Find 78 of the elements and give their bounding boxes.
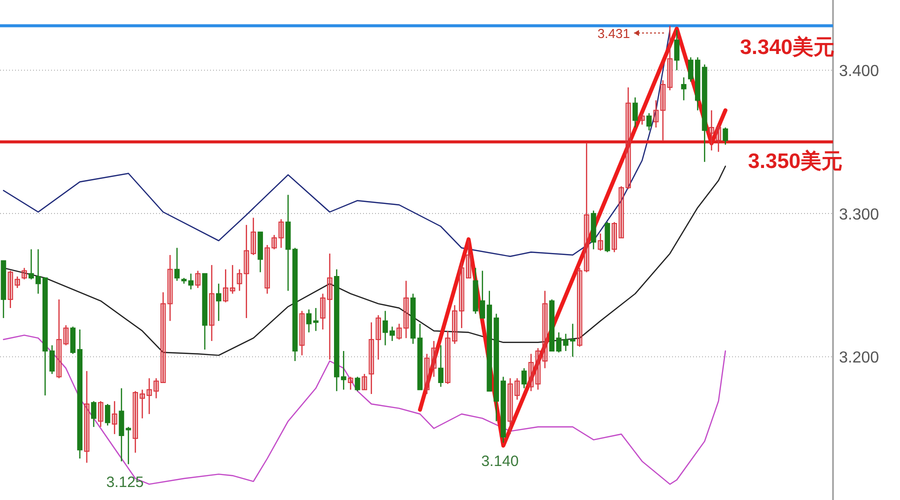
candlestick (14, 276, 20, 289)
candlestick (222, 268, 228, 303)
candlestick (348, 376, 354, 390)
candlestick (618, 186, 624, 238)
candlestick (22, 267, 27, 280)
candlestick (639, 112, 645, 126)
candlestick (528, 353, 534, 392)
candlestick (452, 304, 458, 344)
candlestick (612, 221, 617, 253)
candlestick (584, 142, 590, 273)
candlestick (320, 293, 326, 330)
candlestick (56, 298, 62, 379)
candlestick (626, 86, 631, 190)
candlestick (576, 267, 582, 348)
candlestick (244, 224, 250, 319)
line-series (2, 30, 670, 257)
candlestick (535, 348, 541, 390)
candlestick (598, 232, 604, 252)
candlestick (438, 344, 444, 388)
ref-line-label: 3.350美元 (748, 148, 843, 173)
candlestick (660, 80, 666, 141)
candlestick (250, 217, 256, 256)
candlestick (160, 292, 166, 384)
candlestick (368, 322, 374, 395)
candlestick (542, 290, 548, 369)
candlestick (646, 112, 652, 131)
candlestick (708, 110, 714, 152)
candlestick (632, 96, 638, 128)
candlestick (716, 124, 722, 152)
candlestick (362, 373, 368, 390)
annotation: 3.140 (481, 453, 519, 470)
candlestick (521, 368, 527, 389)
candlestick (667, 25, 673, 91)
candlestick (403, 280, 409, 339)
candlestick (396, 323, 402, 340)
candlestick (424, 353, 430, 395)
candlestick (299, 310, 305, 356)
candlestick (91, 400, 96, 428)
candlestick (174, 247, 180, 282)
candlestick (112, 400, 118, 435)
annotation: 3.340美元 (740, 35, 835, 59)
candlestick (466, 240, 472, 279)
candlestick (167, 254, 173, 322)
candlestick (722, 126, 728, 146)
candlestick (445, 330, 450, 385)
candlestick (132, 390, 138, 454)
y-tick-label: 3.200 (839, 350, 880, 367)
candlestick (216, 283, 222, 322)
candlestick (8, 270, 14, 309)
candlestick (681, 76, 686, 101)
candlestick (104, 403, 110, 426)
candlestick (431, 340, 437, 378)
candlestick (327, 252, 332, 360)
y-tick-label: 3.400 (839, 63, 880, 80)
candlestick (126, 426, 132, 465)
candlestick (354, 376, 360, 392)
candlestick (514, 378, 520, 400)
candlestick (458, 262, 464, 329)
candlestick (195, 270, 200, 289)
candlestick (84, 370, 90, 464)
candlestick (63, 324, 69, 346)
candlestick (98, 400, 104, 428)
candlestick (278, 218, 284, 248)
candlestick (209, 264, 214, 342)
candlestick (230, 264, 236, 294)
candlestick (272, 234, 277, 250)
y-tick-label: 3.300 (839, 206, 880, 224)
annotation: 3.125 (106, 474, 144, 491)
candlestick (236, 268, 242, 292)
candlestick (508, 378, 513, 435)
candlestick (653, 100, 659, 128)
candlestick (376, 314, 381, 360)
candlestick (264, 244, 270, 294)
candlestick (146, 378, 152, 415)
candlestick (140, 389, 145, 419)
annotation: 3.431 (597, 26, 630, 41)
candlestick (674, 29, 680, 71)
candlestick (154, 378, 159, 399)
